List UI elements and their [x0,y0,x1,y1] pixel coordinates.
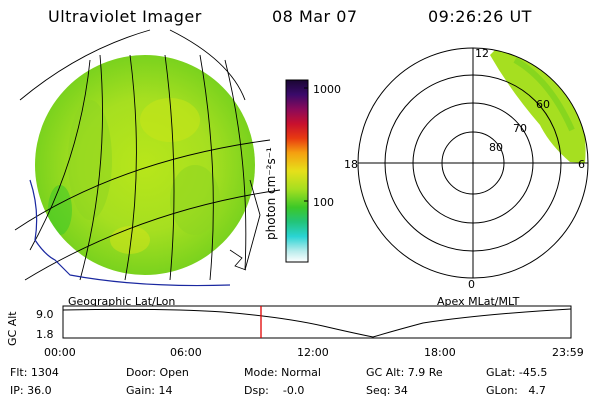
polar-plot [357,47,589,279]
info-dsp: Dsp: -0.0 [244,384,305,397]
info-door: Door: Open [126,366,189,379]
time-tick-1200: 12:00 [297,346,329,359]
altitude-plot [62,305,572,339]
time-label: 09:26:26 UT [428,7,532,26]
time-tick-0000: 00:00 [44,346,76,359]
time-tick-2359: 23:59 [552,346,584,359]
colorbar-label: photon cm⁻²s⁻¹ [264,147,278,240]
info-seq: Seq: 34 [366,384,408,397]
colorbar [285,79,309,263]
alt-ylabel: GC Alt [6,311,19,346]
info-ip: IP: 36.0 [10,384,52,397]
info-glat: GLat: -45.5 [486,366,548,379]
alt-tick-1-8: 1.8 [36,328,54,341]
alt-tick-9: 9.0 [36,308,54,321]
mlat-label-70: 70 [513,122,527,135]
info-gain: Gain: 14 [126,384,173,397]
mlt-label-6: 6 [578,158,585,171]
right-panel-caption: Apex MLat/MLT [437,295,520,308]
app-title: Ultraviolet Imager [48,7,202,26]
info-glon: GLon: 4.7 [486,384,546,397]
time-tick-0600: 06:00 [170,346,202,359]
mlt-label-18: 18 [344,158,358,171]
mlt-label-12: 12 [475,47,489,60]
mlat-label-60: 60 [536,98,550,111]
info-flt: Flt: 1304 [10,366,59,379]
mlt-label-0: 0 [468,278,475,291]
time-tick-1800: 18:00 [424,346,456,359]
colorbar-tick-100: 100 [313,196,334,209]
altitude-curve [62,308,572,338]
info-mode: Mode: Normal [244,366,321,379]
geographic-image [14,29,281,287]
date-label: 08 Mar 07 [272,7,358,26]
info-gc-alt: GC Alt: 7.9 Re [366,366,443,379]
left-panel-caption: Geographic Lat/Lon [68,295,176,308]
coastline [29,179,231,287]
auroral-oval [490,50,586,163]
colorbar-tick-1000: 1000 [313,83,341,96]
mlat-label-80: 80 [489,141,503,154]
lat-lon-grid [14,29,281,281]
